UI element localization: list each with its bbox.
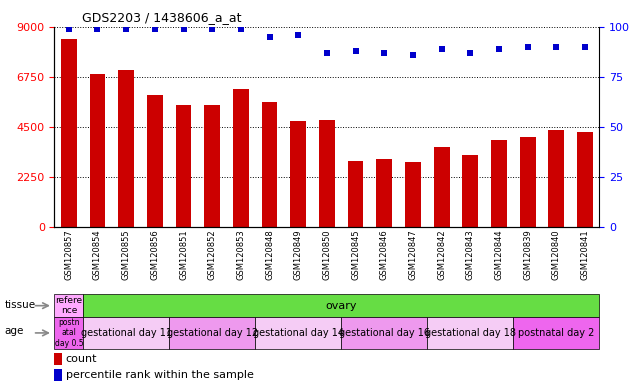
Bar: [520, 137, 535, 227]
Bar: [54, 294, 83, 317]
Point: [92, 26, 103, 32]
Bar: [83, 317, 169, 349]
Point: [437, 46, 447, 52]
Bar: [347, 161, 363, 227]
Bar: [54, 353, 62, 365]
Bar: [255, 317, 341, 349]
Point: [408, 52, 418, 58]
Bar: [341, 317, 428, 349]
Bar: [119, 70, 134, 227]
Bar: [405, 162, 421, 227]
Point: [178, 26, 188, 32]
Bar: [169, 317, 255, 349]
Bar: [428, 317, 513, 349]
Point: [322, 50, 332, 56]
Text: percentile rank within the sample: percentile rank within the sample: [66, 369, 254, 379]
Point: [465, 50, 476, 56]
Bar: [204, 105, 220, 227]
Bar: [319, 120, 335, 227]
Bar: [54, 317, 83, 349]
Bar: [233, 89, 249, 227]
Point: [522, 44, 533, 50]
Bar: [462, 155, 478, 227]
Text: gestational day 12: gestational day 12: [167, 328, 258, 338]
Bar: [577, 132, 593, 227]
Bar: [376, 159, 392, 227]
Text: postnatal day 2: postnatal day 2: [518, 328, 594, 338]
Text: refere
nce: refere nce: [55, 296, 83, 315]
Text: count: count: [66, 354, 97, 364]
Bar: [61, 39, 77, 227]
Bar: [90, 74, 105, 227]
Bar: [54, 369, 62, 381]
Text: GDS2203 / 1438606_a_at: GDS2203 / 1438606_a_at: [82, 11, 241, 24]
Point: [551, 44, 562, 50]
Bar: [434, 147, 449, 227]
Text: age: age: [4, 326, 24, 336]
Point: [207, 26, 217, 32]
Bar: [549, 130, 564, 227]
Text: gestational day 16: gestational day 16: [338, 328, 429, 338]
Bar: [147, 95, 163, 227]
Text: postn
atal
day 0.5: postn atal day 0.5: [54, 318, 83, 348]
Point: [351, 48, 361, 54]
Text: tissue: tissue: [4, 300, 35, 310]
Point: [236, 26, 246, 32]
Point: [63, 26, 74, 32]
Bar: [176, 105, 192, 227]
Bar: [290, 121, 306, 227]
Point: [379, 50, 389, 56]
Bar: [262, 103, 278, 227]
Point: [265, 34, 275, 40]
Point: [121, 26, 131, 32]
Text: gestational day 11: gestational day 11: [81, 328, 172, 338]
Text: ovary: ovary: [326, 301, 357, 311]
Point: [580, 44, 590, 50]
Point: [150, 26, 160, 32]
Point: [494, 46, 504, 52]
Text: gestational day 14: gestational day 14: [253, 328, 344, 338]
Bar: [491, 140, 507, 227]
Text: gestational day 18: gestational day 18: [425, 328, 516, 338]
Point: [293, 32, 303, 38]
Bar: [513, 317, 599, 349]
